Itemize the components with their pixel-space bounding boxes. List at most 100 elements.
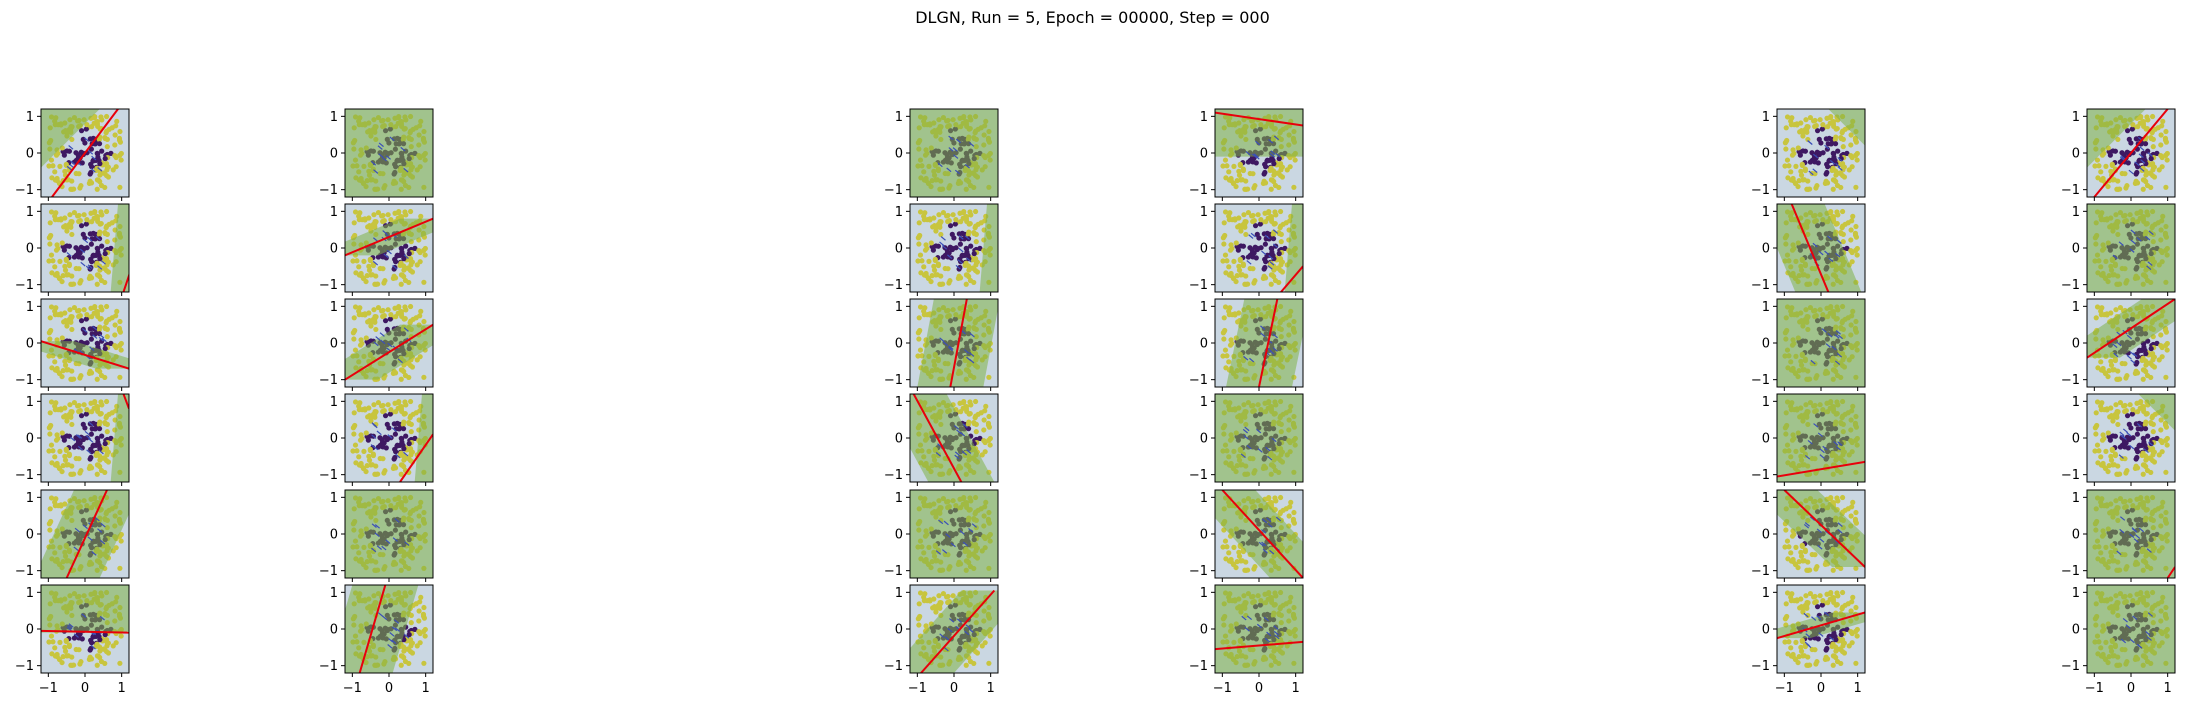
data-point [2096,448,2102,454]
data-point [48,399,55,405]
region-tint [2087,394,2175,482]
data-point [1243,178,1249,184]
data-point [1268,245,1274,251]
data-point [78,413,85,419]
y-tick-label: 0 [330,242,338,257]
arrow-mark [966,356,972,362]
data-point [350,448,356,454]
data-point [2133,421,2139,427]
arrow-mark [378,142,384,148]
arrow-mark [2129,351,2136,357]
data-point [1848,132,1854,138]
data-point [2163,184,2169,190]
data-point [94,245,100,251]
data-point [97,324,103,330]
y-tick-label: 1 [26,205,34,220]
decision-boundary [41,340,129,370]
data-point [1257,221,1263,227]
arrow-mark [1834,360,1841,366]
data-point [1844,245,1850,251]
data-point [74,403,81,409]
data-point [2098,169,2104,175]
figure-title: DLGN, Run = 5, Epoch = 00000, Step = 000 [915,8,1270,27]
data-point [400,426,407,432]
arrow-mark [1272,229,1279,234]
data-point [54,175,60,182]
data-point [366,405,372,411]
data-point [352,347,359,353]
data-point [1258,217,1264,223]
data-point [47,220,53,226]
data-point [78,183,84,189]
data-point [1853,223,1859,230]
data-point [373,273,379,279]
arrow-mark [385,155,391,160]
data-point [407,303,414,310]
data-point [398,213,405,220]
data-point [50,258,56,264]
data-point [52,169,58,175]
data-point [113,123,119,129]
data-point [1798,168,1804,174]
data-point [2136,347,2143,353]
data-point [47,315,53,321]
data-point [1237,256,1243,262]
data-point [972,398,979,405]
data-point [64,414,70,420]
arrow-mark [1253,153,1259,158]
data-point [118,347,124,353]
data-point [2094,442,2101,448]
data-point [2124,183,2130,189]
arrow-mark [939,337,945,342]
data-point [1840,239,1846,245]
data-point [963,281,969,287]
data-point [917,232,923,239]
data-point [1800,129,1806,135]
data-point [1820,122,1826,128]
data-point [408,429,414,435]
data-point [938,219,944,225]
data-point [1226,312,1232,318]
y-tick-label: −1 [1189,278,1208,293]
data-point [2163,374,2169,380]
data-point [357,210,363,216]
y-tick-label: −1 [2061,373,2080,388]
arrow-mark [962,423,968,429]
data-point [1854,157,1860,163]
arrow-mark [85,435,92,440]
data-point [414,357,420,363]
region-tint [1777,204,1865,292]
data-point [1261,266,1267,272]
data-point [1224,353,1230,359]
data-point [2108,405,2114,411]
data-point [373,409,379,415]
data-point [1271,172,1277,178]
data-point [69,219,75,225]
data-point [1236,172,1243,178]
data-point [1238,224,1244,230]
data-point [71,254,78,260]
data-point [2098,454,2104,460]
data-point [2107,152,2113,158]
data-point [48,252,55,258]
data-point [1271,256,1277,262]
data-point [61,152,67,158]
data-point [938,231,944,238]
data-point [1243,273,1249,279]
data-point [49,270,55,276]
data-point [1849,249,1855,256]
data-point [2159,154,2165,161]
arrow-mark [397,358,403,364]
data-point [968,243,974,249]
data-point [2149,445,2156,452]
data-point [1795,145,1801,151]
data-point [356,312,362,318]
region-tint [41,299,129,387]
data-point [366,267,373,273]
data-point [91,210,98,216]
data-point [2154,340,2160,346]
arrow-mark [1268,138,1274,144]
arrow-mark [1821,328,1827,333]
arrow-mark [969,332,975,338]
arrow-mark [370,160,377,166]
